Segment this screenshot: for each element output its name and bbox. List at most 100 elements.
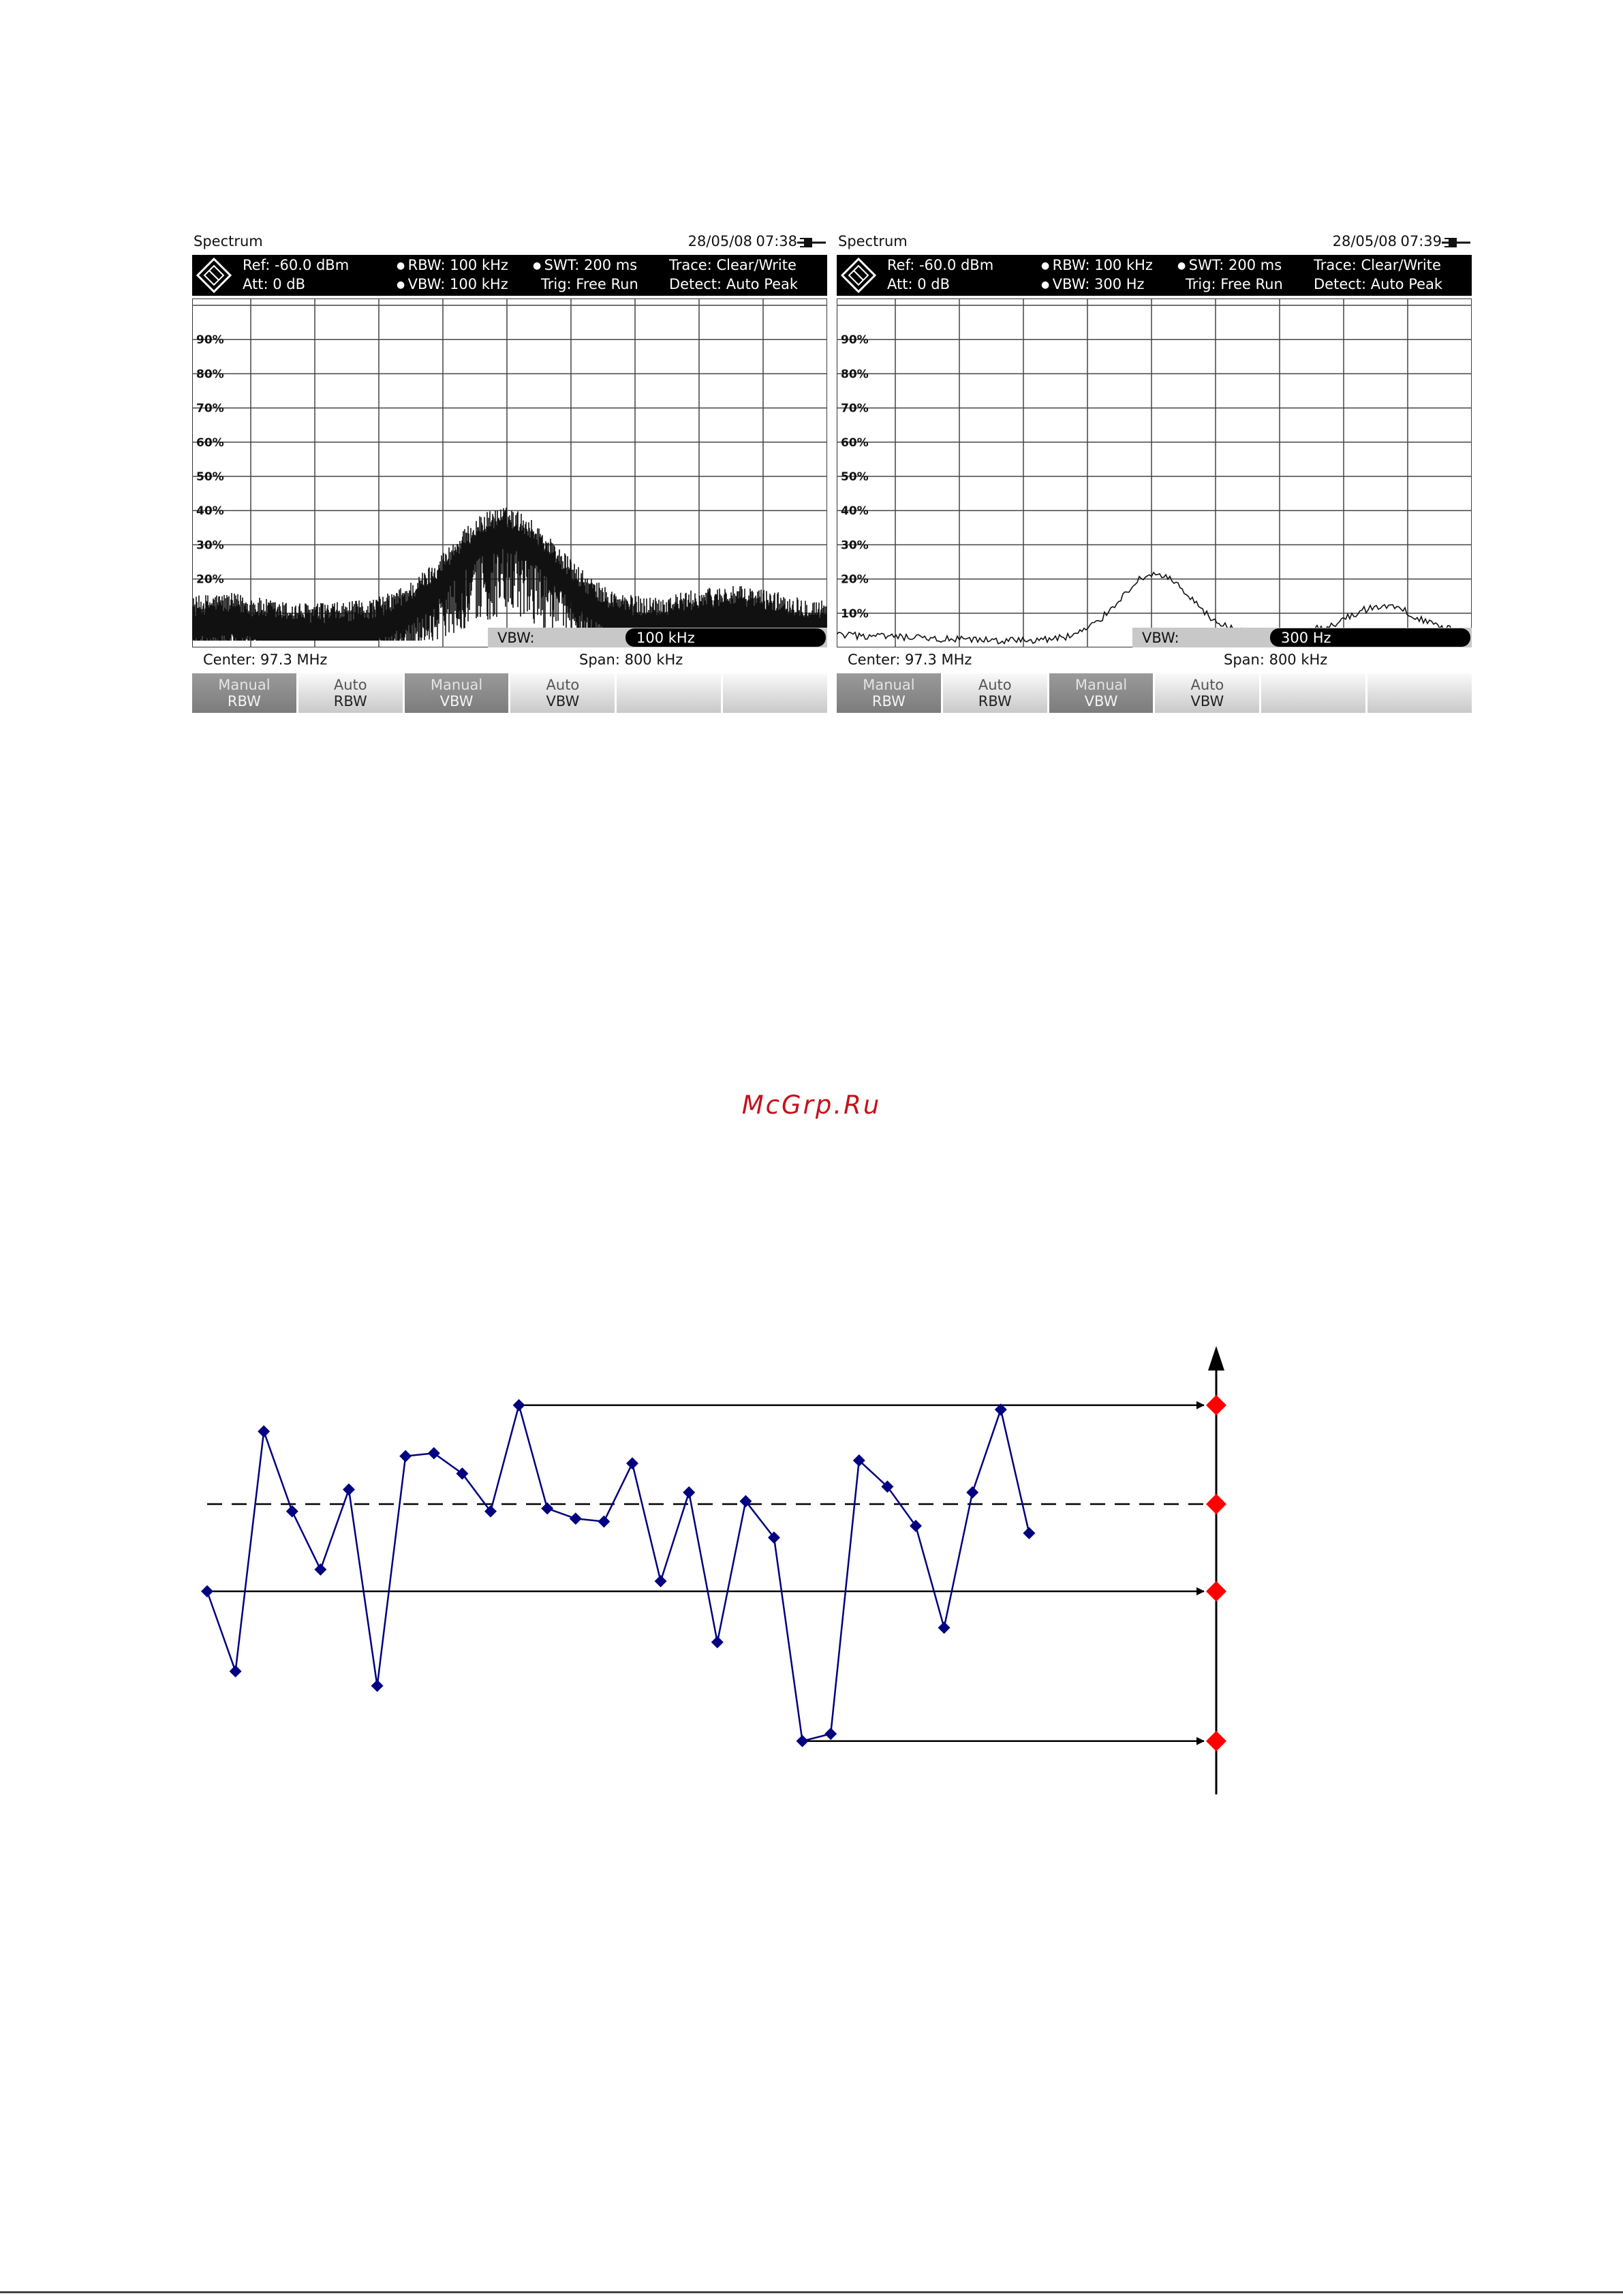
att-readout: Att: 0 dB xyxy=(243,276,305,292)
detect-readout-text: Detect: Auto Peak xyxy=(1314,276,1443,292)
softkey-manual-vbw[interactable]: Manual VBW xyxy=(404,673,509,713)
ref-readout: Ref: -60.0 dBm xyxy=(243,257,349,273)
y-tick-label: 30% xyxy=(196,538,224,552)
softkey-bottom-label: VBW xyxy=(1190,693,1224,709)
detect-readout: Detect: Auto Peak xyxy=(669,276,798,292)
att-readout: Att: 0 dB xyxy=(887,276,950,292)
coupling-dot-icon: ● xyxy=(397,279,408,290)
rohde-schwarz-logo-icon xyxy=(841,258,876,293)
spectrum-display: 90% 80% 70% 60% 50% 40% 30% 20% 10% VBW: 100 kHz xyxy=(192,299,827,647)
softkey-blank[interactable] xyxy=(1261,673,1366,713)
coupling-dot-icon: ● xyxy=(1041,279,1053,290)
data-point xyxy=(796,1734,809,1747)
entry-value-field[interactable] xyxy=(1270,628,1470,647)
softkey-top-label: Auto xyxy=(546,677,580,693)
title-row: Spectrum 28/05/08 07:39 xyxy=(837,233,1472,254)
softkey-top-label: Manual xyxy=(863,677,915,693)
data-point xyxy=(654,1575,667,1588)
detect-readout: Detect: Auto Peak xyxy=(1314,276,1442,292)
mean-axis-marker xyxy=(1206,1494,1226,1514)
detect-readout-text: Detect: Auto Peak xyxy=(669,276,799,292)
data-point xyxy=(285,1505,298,1518)
softkey-bottom-label: RBW xyxy=(871,693,906,709)
power-plug-icon xyxy=(1442,238,1470,247)
date-label: 28/05/08 xyxy=(687,233,752,249)
coupling-dot-icon: ● xyxy=(1041,260,1053,271)
y-tick-label: 30% xyxy=(841,538,869,552)
rbw-readout: ● RBW: 100 kHz xyxy=(397,257,508,273)
vbw-readout: ● VBW: 300 Hz xyxy=(1041,276,1145,292)
softkey-auto-vbw[interactable]: Auto VBW xyxy=(1155,673,1260,713)
entry-value: 300 Hz xyxy=(1281,630,1331,646)
time-label: 07:38 xyxy=(756,233,797,249)
data-point xyxy=(711,1636,724,1649)
vbw-readout: ● VBW: 100 kHz xyxy=(397,276,508,292)
softkey-bottom-label: RBW xyxy=(227,693,261,709)
data-point xyxy=(768,1531,780,1544)
trace-readout-text: Trace: Clear/Write xyxy=(669,257,797,273)
data-point xyxy=(569,1512,582,1525)
softkey-blank[interactable] xyxy=(723,673,827,713)
data-point xyxy=(484,1505,497,1518)
softkey-bottom-label: VBW xyxy=(1084,693,1118,709)
softkey-bar: Manual RBW Auto RBW Manual VBW Auto VBW xyxy=(192,673,827,713)
softkey-bottom-label: VBW xyxy=(439,693,474,709)
axis-arrow-icon xyxy=(1208,1346,1224,1371)
data-point xyxy=(994,1403,1007,1416)
softkey-auto-vbw[interactable]: Auto VBW xyxy=(510,673,615,713)
trig-readout-text: Trig: Free Run xyxy=(1186,276,1283,292)
data-point xyxy=(626,1457,638,1470)
data-point xyxy=(371,1679,384,1692)
ref-readout: Ref: -60.0 dBm xyxy=(887,257,993,273)
data-point xyxy=(824,1728,837,1741)
watermark: McGrp.Ru xyxy=(741,1090,882,1120)
title-row: Spectrum 28/05/08 07:38 xyxy=(192,233,827,254)
spectrum-screen-right: Spectrum 28/05/08 07:39 Ref: -60.0 dBm Att: … xyxy=(837,232,1472,713)
spectrum-display: 90% 80% 70% 60% 50% 40% 30% 20% 10% VBW: 300 Hz xyxy=(837,299,1472,647)
softkey-manual-rbw[interactable]: Manual RBW xyxy=(192,673,296,713)
trace-readout: Trace: Clear/Write xyxy=(669,257,797,273)
softkey-manual-rbw[interactable]: Manual RBW xyxy=(837,673,941,713)
mode-label: Spectrum xyxy=(838,233,908,249)
ref-readout-text: Ref: -60.0 dBm xyxy=(887,257,994,273)
softkey-manual-vbw[interactable]: Manual VBW xyxy=(1049,673,1154,713)
y-tick-label: 40% xyxy=(841,504,869,518)
coupling-dot-icon: ● xyxy=(533,260,544,271)
mode-label: Spectrum xyxy=(194,233,263,249)
run-chart xyxy=(201,1346,1226,1794)
softkey-bar: Manual RBW Auto RBW Manual VBW Auto VBW xyxy=(837,673,1472,713)
first-axis-marker xyxy=(1206,1581,1226,1602)
swt-readout: ● SWT: 200 ms xyxy=(533,257,637,273)
trig-readout: Trig: Free Run xyxy=(541,276,638,292)
frequency-status-row: Center: 97.3 MHz Span: 800 kHz xyxy=(192,650,827,671)
spectrum-trace xyxy=(192,507,827,641)
max-axis-marker xyxy=(1206,1394,1226,1415)
series-line xyxy=(206,1402,1030,1743)
softkey-auto-rbw[interactable]: Auto RBW xyxy=(298,673,403,713)
softkey-blank[interactable] xyxy=(1367,673,1472,713)
rbw-readout-text: RBW: 100 kHz xyxy=(1052,257,1153,273)
data-point xyxy=(229,1665,242,1678)
data-point xyxy=(541,1502,554,1515)
entry-label: VBW: xyxy=(497,630,535,646)
span-readout: Span: 800 kHz xyxy=(579,652,683,668)
softkey-blank[interactable] xyxy=(617,673,722,713)
power-plug-icon xyxy=(797,238,826,247)
att-readout-text: Att: 0 dB xyxy=(243,276,305,292)
softkey-auto-rbw[interactable]: Auto RBW xyxy=(942,673,1047,713)
data-point xyxy=(852,1454,865,1467)
data-point xyxy=(1023,1527,1036,1540)
rbw-readout-text: RBW: 100 kHz xyxy=(407,257,508,273)
entry-value-field[interactable] xyxy=(625,628,826,647)
data-point xyxy=(343,1483,355,1496)
span-readout: Span: 800 kHz xyxy=(1224,652,1328,668)
frequency-status-row: Center: 97.3 MHz Span: 800 kHz xyxy=(837,650,1472,671)
y-tick-label: 60% xyxy=(196,436,224,450)
parameter-bar: Ref: -60.0 dBm Att: 0 dB ● RBW: 100 kHz ● V… xyxy=(192,255,827,296)
data-point xyxy=(512,1398,525,1411)
softkey-bottom-label: RBW xyxy=(333,693,367,709)
trig-readout-text: Trig: Free Run xyxy=(541,276,638,292)
y-tick-label: 20% xyxy=(841,573,869,587)
swt-readout-text: SWT: 200 ms xyxy=(1188,257,1282,273)
swt-readout-text: SWT: 200 ms xyxy=(544,257,638,273)
